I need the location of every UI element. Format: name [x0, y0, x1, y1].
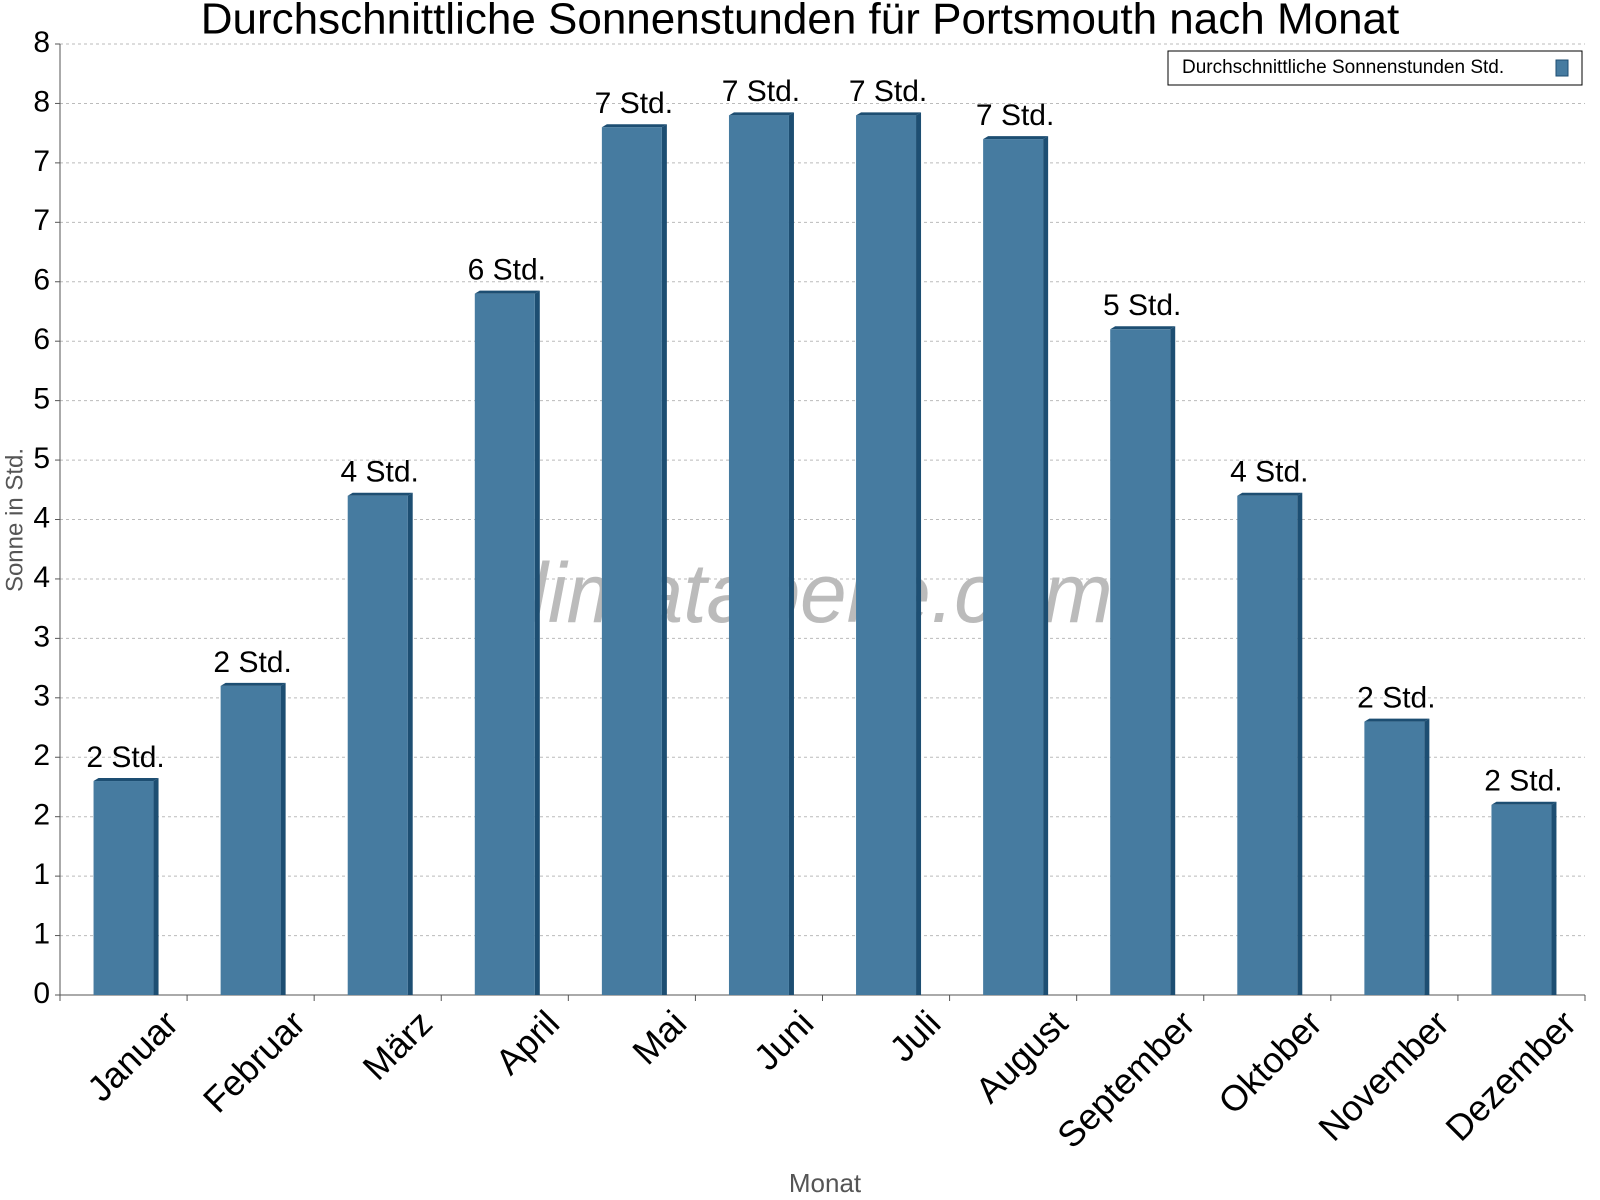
data-label: 6 Std. — [468, 254, 546, 287]
bar-side — [280, 682, 286, 995]
bar — [601, 127, 662, 995]
data-label: 7 Std. — [976, 99, 1054, 132]
bar — [1491, 804, 1552, 995]
bar-side — [153, 778, 159, 995]
x-tick-label: Juli — [881, 1002, 948, 1069]
bar — [856, 115, 917, 995]
y-tick-label: 8 — [33, 85, 50, 118]
y-tick-label: 2 — [33, 799, 50, 832]
bar-top — [93, 778, 159, 782]
x-tick-label: November — [1310, 1002, 1456, 1148]
y-tick-label: 5 — [33, 442, 50, 475]
bar — [220, 685, 281, 995]
chart-title: Durchschnittliche Sonnenstunden für Port… — [201, 0, 1399, 44]
x-tick-label: Oktober — [1210, 1002, 1330, 1122]
bar-side — [916, 112, 922, 995]
y-tick-label: 3 — [33, 680, 50, 713]
bar-top — [474, 290, 540, 294]
data-label: 4 Std. — [1230, 456, 1308, 489]
x-tick-label: März — [355, 1002, 441, 1088]
bar-side — [1551, 801, 1557, 995]
x-tick-label: April — [487, 1002, 567, 1082]
bar-side — [1043, 136, 1049, 996]
bar — [983, 139, 1044, 996]
x-axis-label: Monat — [789, 1168, 862, 1198]
bar-top — [601, 124, 667, 128]
x-tick-label: Mai — [624, 1002, 694, 1072]
y-tick-label: 6 — [33, 323, 50, 356]
y-tick-label: 1 — [33, 858, 50, 891]
x-tick-label: Januar — [79, 1002, 186, 1109]
bar — [93, 781, 154, 995]
data-label: 2 Std. — [1357, 682, 1435, 715]
y-tick-label: 7 — [33, 204, 50, 237]
bar — [1110, 329, 1171, 995]
y-tick-label: 3 — [33, 620, 50, 653]
x-tick-label: Februar — [195, 1002, 313, 1120]
y-tick-label: 0 — [33, 977, 50, 1010]
x-tick-label: September — [1049, 1002, 1203, 1156]
x-tick-label: August — [967, 1002, 1075, 1110]
x-tick-label: Dezember — [1437, 1002, 1583, 1148]
bar-top — [1491, 801, 1557, 805]
data-label: 2 Std. — [86, 741, 164, 774]
bar-top — [728, 112, 794, 116]
data-label: 7 Std. — [595, 87, 673, 120]
bar-top — [983, 136, 1049, 140]
bar-top — [1110, 326, 1176, 330]
legend-label: Durchschnittliche Sonnenstunden Std. — [1182, 57, 1504, 78]
bar-top — [856, 112, 922, 116]
bar — [347, 495, 408, 995]
y-tick-label: 5 — [33, 383, 50, 416]
bar-top — [1364, 718, 1430, 722]
bar-side — [534, 290, 540, 995]
bar-side — [1170, 326, 1176, 995]
y-tick-label: 8 — [33, 26, 50, 59]
bar — [474, 293, 535, 995]
bar-side — [1297, 492, 1303, 995]
y-tick-label: 6 — [33, 264, 50, 297]
legend-swatch — [1555, 59, 1569, 77]
bar-side — [407, 492, 413, 995]
y-tick-label: 4 — [33, 501, 50, 534]
y-tick-label: 7 — [33, 145, 50, 178]
y-tick-label: 1 — [33, 917, 50, 950]
y-tick-label: 4 — [33, 561, 50, 594]
y-tick-label: 2 — [33, 739, 50, 772]
bar — [1364, 721, 1425, 995]
bar-top — [220, 682, 286, 686]
data-label: 7 Std. — [722, 75, 800, 108]
bar-side — [788, 112, 794, 995]
x-tick-label: Juni — [746, 1002, 822, 1078]
bar — [728, 115, 789, 995]
data-label: 2 Std. — [213, 646, 291, 679]
bar-side — [661, 124, 667, 995]
bar-side — [1424, 718, 1430, 995]
bar — [1237, 495, 1298, 995]
bar-top — [347, 492, 413, 496]
y-axis-label: Sonne in Std. — [1, 448, 28, 592]
legend-box — [1167, 50, 1583, 86]
bar-top — [1237, 492, 1303, 496]
data-label: 5 Std. — [1103, 289, 1181, 322]
legend: Durchschnittliche Sonnenstunden Std. — [1167, 50, 1583, 86]
data-label: 7 Std. — [849, 75, 927, 108]
data-label: 2 Std. — [1484, 765, 1562, 798]
data-label: 4 Std. — [341, 456, 419, 489]
